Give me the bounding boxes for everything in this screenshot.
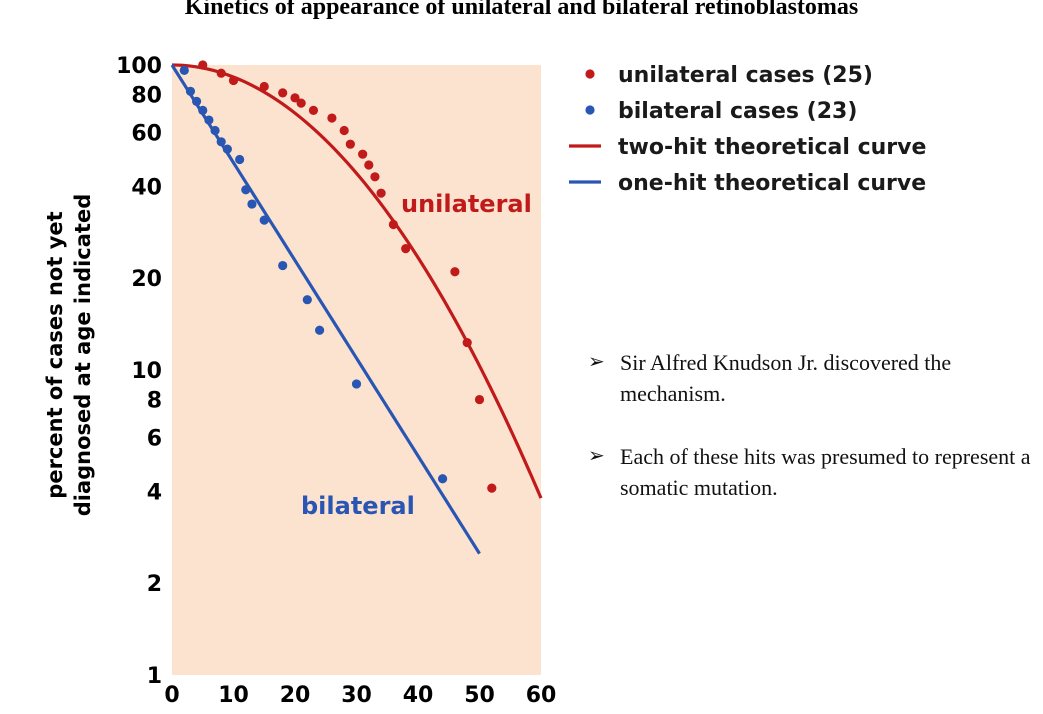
legend-label: unilateral cases (25) xyxy=(618,63,873,88)
data-point xyxy=(462,337,472,348)
data-point xyxy=(210,125,220,136)
y-tick-label: 1 xyxy=(147,664,162,689)
data-point xyxy=(185,86,196,96)
arrow-bullet-icon: ➢ xyxy=(588,445,605,467)
data-point xyxy=(474,394,485,405)
plot-background xyxy=(172,65,541,675)
bullet-list: ➢ Sir Alfred Knudson Jr. discovered the … xyxy=(588,347,1038,535)
data-points xyxy=(179,60,497,493)
data-point xyxy=(438,474,448,484)
data-point xyxy=(450,267,460,277)
curve-annotation: bilateral xyxy=(301,492,415,520)
x-axis-ticks: 0 10 20 30 40 50 60 xyxy=(164,683,556,708)
data-point xyxy=(247,199,257,209)
data-point xyxy=(228,75,239,86)
data-point xyxy=(376,188,386,198)
x-tick-label: 50 xyxy=(464,683,495,708)
data-point xyxy=(302,295,312,305)
data-point xyxy=(315,325,325,335)
x-tick-label: 10 xyxy=(218,683,249,708)
data-point xyxy=(358,149,368,159)
data-point xyxy=(235,154,245,165)
y-axis-label-line-1: percent of cases not yet xyxy=(43,211,67,498)
x-tick-label: 20 xyxy=(280,683,311,708)
data-point xyxy=(204,115,214,125)
x-tick-label: 30 xyxy=(341,683,372,708)
y-tick-label: 40 xyxy=(131,175,162,200)
bullet-text: Sir Alfred Knudson Jr. discovered the me… xyxy=(620,350,952,406)
bullet-text: Each of these hits was presumed to repre… xyxy=(620,444,1031,500)
data-point xyxy=(278,88,288,98)
bullet-item: ➢ Each of these hits was presumed to rep… xyxy=(588,441,1038,503)
data-point xyxy=(259,215,269,225)
legend-label: one-hit theoretical curve xyxy=(618,171,926,196)
data-point xyxy=(487,483,497,493)
y-axis-label-line-2: diagnosed at age indicated xyxy=(71,194,95,517)
arrow-bullet-icon: ➢ xyxy=(588,351,605,373)
data-point xyxy=(308,105,319,115)
legend-label: bilateral cases (23) xyxy=(618,99,857,124)
data-point xyxy=(345,139,355,149)
y-tick-label: 8 xyxy=(147,389,162,414)
y-tick-label: 20 xyxy=(131,267,162,292)
data-point xyxy=(370,172,380,182)
data-point xyxy=(241,185,251,195)
data-point xyxy=(290,93,300,103)
y-tick-label: 80 xyxy=(131,84,162,109)
curve-one-hit-theoretical-curve xyxy=(170,64,481,555)
data-point xyxy=(351,379,362,389)
y-axis-label: percent of cases not yet diagnosed at ag… xyxy=(43,194,95,517)
curve-annotation: unilateral xyxy=(401,190,532,218)
data-point xyxy=(222,144,232,154)
legend-dot-icon xyxy=(585,105,595,115)
curve-annotations: unilateral bilateral xyxy=(301,190,532,520)
data-point xyxy=(198,105,208,115)
data-point xyxy=(278,260,288,271)
data-point xyxy=(179,65,189,76)
data-point xyxy=(401,244,411,254)
bullet-item: ➢ Sir Alfred Knudson Jr. discovered the … xyxy=(588,347,1038,409)
legend-label: two-hit theoretical curve xyxy=(618,135,926,160)
data-point xyxy=(388,219,398,230)
data-point xyxy=(216,68,226,78)
x-tick-label: 40 xyxy=(403,683,434,708)
y-tick-label: 6 xyxy=(147,427,162,452)
y-tick-label: 100 xyxy=(116,54,162,79)
data-point xyxy=(259,81,269,92)
y-axis-ticks: 1 2 4 6 8 10 20 40 60 80 100 xyxy=(116,54,162,689)
data-point xyxy=(192,96,202,106)
slide-title: Kinetics of appearance of unilateral and… xyxy=(184,0,859,20)
y-tick-label: 10 xyxy=(131,359,162,384)
x-tick-label: 60 xyxy=(526,683,557,708)
y-tick-label: 4 xyxy=(147,480,162,505)
data-point xyxy=(198,60,208,70)
y-tick-label: 2 xyxy=(147,572,162,597)
legend-dot-icon xyxy=(585,69,595,79)
y-tick-label: 60 xyxy=(131,122,162,147)
data-point xyxy=(339,125,349,136)
data-point xyxy=(327,113,337,123)
legend: unilateral cases (25) bilateral cases (23… xyxy=(569,63,926,196)
x-tick-label: 0 xyxy=(164,683,179,708)
data-point xyxy=(364,160,374,170)
data-point xyxy=(296,98,306,108)
data-point xyxy=(216,137,226,147)
